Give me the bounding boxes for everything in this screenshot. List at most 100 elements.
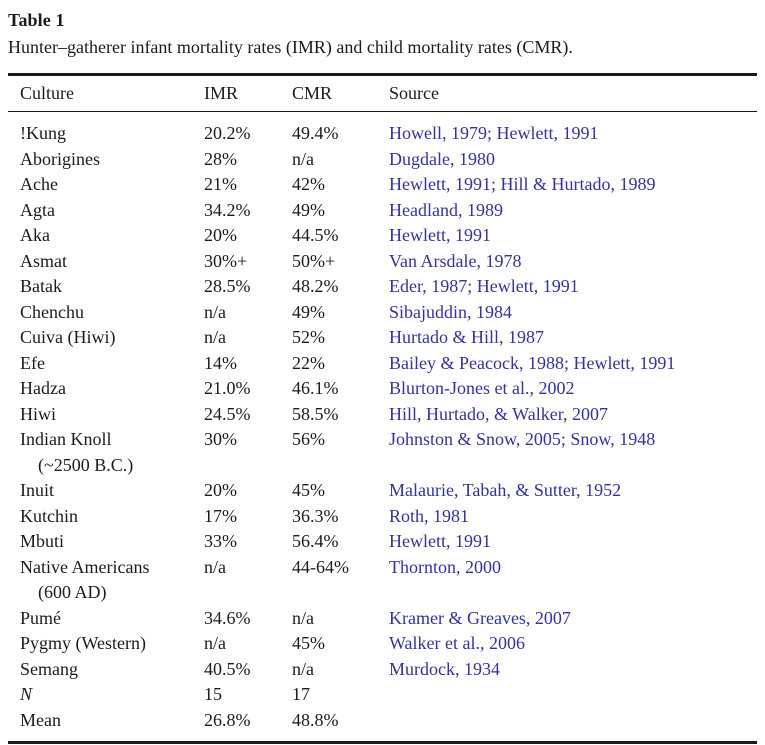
cmr-value: 48.8%	[292, 709, 339, 730]
culture-name: Semang	[20, 658, 78, 679]
cmr-value: 44-64%	[292, 556, 349, 577]
culture-name: Kutchin	[20, 505, 78, 526]
table-row: Kutchin 17% 36.3% Roth, 1981	[8, 504, 757, 530]
culture-name: Inuit	[20, 480, 54, 500]
source-citation-link[interactable]: Dugdale, 1980	[389, 148, 495, 169]
source-citation-link[interactable]: Van Arsdale, 1978	[389, 250, 522, 271]
cmr-value: 50%+	[292, 250, 336, 271]
source-citation-link[interactable]: Headland, 1989	[389, 199, 503, 220]
source-citation-link[interactable]: Roth, 1981	[389, 505, 470, 526]
cmr-value: 45%	[292, 633, 325, 653]
imr-value: n/a	[204, 556, 226, 577]
cmr-value: 56%	[292, 429, 325, 449]
source-citation-link[interactable]: Hewlett, 1991; Hill & Hurtado, 1989	[389, 174, 656, 194]
source-citation-link[interactable]: Hill, Hurtado, & Walker, 2007	[389, 403, 608, 424]
table-row: Pygmy (Western) n/a 45% Walker et al., 2…	[8, 631, 757, 657]
table-row: Mbuti 33% 56.4% Hewlett, 1991	[8, 529, 757, 555]
culture-name: Chenchu	[20, 301, 84, 322]
culture-name: Hadza	[20, 378, 66, 398]
culture-name: Mean	[20, 709, 61, 730]
table-row: Cuiva (Hiwi) n/a 52% Hurtado & Hill, 198…	[8, 325, 757, 351]
imr-value: n/a	[204, 633, 226, 653]
column-header-culture: Culture	[8, 76, 204, 112]
culture-name-line2: (~2500 B.C.)	[38, 454, 134, 475]
table-row: Agta 34.2% 49% Headland, 1989	[8, 198, 757, 224]
imr-value: 28%	[204, 148, 237, 169]
table-row: Efe 14% 22% Bailey & Peacock, 1988; Hewl…	[8, 351, 757, 377]
cmr-value: 44.5%	[292, 225, 339, 245]
culture-name: N	[20, 684, 33, 704]
imr-value: 34.2%	[204, 199, 251, 220]
cmr-value: 36.3%	[292, 505, 339, 526]
source-citation-link[interactable]: Bailey & Peacock, 1988; Hewlett, 1991	[389, 352, 676, 373]
source-citation-link[interactable]: Hewlett, 1991	[389, 225, 491, 245]
table-label: Table 1	[8, 10, 65, 30]
table-row: Hiwi 24.5% 58.5% Hill, Hurtado, & Walker…	[8, 402, 757, 428]
cmr-value: n/a	[292, 148, 314, 169]
source-citation-link[interactable]: Howell, 1979; Hewlett, 1991	[389, 123, 599, 143]
imr-value: 26.8%	[204, 709, 251, 730]
imr-value: 40.5%	[204, 658, 251, 679]
header-row: Culture IMR CMR Source	[8, 76, 757, 112]
culture-name: Hiwi	[20, 403, 56, 424]
culture-name: Indian Knoll	[20, 429, 112, 449]
source-citation-link[interactable]: Hurtado & Hill, 1987	[389, 327, 544, 347]
imr-value: 15	[204, 684, 222, 704]
table-row: Aka 20% 44.5% Hewlett, 1991	[8, 223, 757, 249]
source-citation-link[interactable]: Murdock, 1934	[389, 658, 500, 679]
table-row: Indian Knoll (~2500 B.C.) 30% 56% Johnst…	[8, 427, 757, 478]
source-citation-link[interactable]: Eder, 1987; Hewlett, 1991	[389, 276, 579, 296]
source-citation-link[interactable]: Blurton-Jones et al., 2002	[389, 378, 575, 398]
culture-name: Ache	[20, 174, 58, 194]
column-header-cmr: CMR	[292, 76, 389, 112]
imr-value: 14%	[204, 352, 237, 373]
cmr-value: 45%	[292, 480, 325, 500]
source-citation-link[interactable]: Malaurie, Tabah, & Sutter, 1952	[389, 480, 622, 500]
imr-value: 17%	[204, 505, 237, 526]
table-row: Batak 28.5% 48.2% Eder, 1987; Hewlett, 1…	[8, 274, 757, 300]
imr-value: 20%	[204, 225, 237, 245]
imr-value: n/a	[204, 327, 226, 347]
source-citation-link[interactable]: Walker et al., 2006	[389, 633, 526, 653]
table-row: Inuit 20% 45% Malaurie, Tabah, & Sutter,…	[8, 478, 757, 504]
table-row: Chenchu n/a 49% Sibajuddin, 1984	[8, 300, 757, 326]
table-row: Semang 40.5% n/a Murdock, 1934	[8, 657, 757, 683]
table-caption: Hunter–gatherer infant mortality rates (…	[8, 37, 573, 57]
cmr-value: 42%	[292, 174, 325, 194]
source-citation-link[interactable]: Thornton, 2000	[389, 556, 501, 577]
column-header-imr: IMR	[204, 76, 292, 112]
cmr-value: n/a	[292, 607, 314, 628]
table-row: !Kung 20.2% 49.4% Howell, 1979; Hewlett,…	[8, 112, 757, 147]
table-bottom-rule	[8, 741, 757, 744]
culture-name: Pygmy (Western)	[20, 633, 147, 653]
table-row: Pumé 34.6% n/a Kramer & Greaves, 2007	[8, 606, 757, 632]
source-citation-link[interactable]: Kramer & Greaves, 2007	[389, 607, 571, 628]
table-top-rule	[8, 73, 757, 76]
source-citation-link[interactable]: Hewlett, 1991	[389, 531, 491, 551]
imr-value: n/a	[204, 301, 226, 322]
imr-value: 33%	[204, 531, 237, 551]
culture-name: Cuiva (Hiwi)	[20, 327, 116, 347]
culture-name: Agta	[20, 199, 55, 220]
culture-name: Pumé	[20, 607, 62, 628]
cmr-value: 49%	[292, 199, 325, 220]
imr-value: 30%	[204, 429, 237, 449]
culture-name: Native Americans	[20, 556, 150, 577]
culture-name: Asmat	[20, 250, 67, 271]
cmr-value: 46.1%	[292, 378, 339, 398]
imr-value: 30%+	[204, 250, 248, 271]
source-citation-link[interactable]: Sibajuddin, 1984	[389, 301, 513, 322]
table-row: Ache 21% 42% Hewlett, 1991; Hill & Hurta…	[8, 172, 757, 198]
cmr-value: 49.4%	[292, 123, 339, 143]
imr-value: 34.6%	[204, 607, 251, 628]
cmr-value: 52%	[292, 327, 325, 347]
imr-value: 24.5%	[204, 403, 251, 424]
source-citation-link[interactable]: Johnston & Snow, 2005; Snow, 1948	[389, 429, 656, 449]
cmr-value: 58.5%	[292, 403, 339, 424]
table-row: Mean 26.8% 48.8%	[8, 708, 757, 742]
imr-value: 21%	[204, 174, 237, 194]
column-header-source: Source	[389, 76, 757, 112]
imr-value: 28.5%	[204, 276, 251, 296]
culture-name: Efe	[20, 352, 45, 373]
